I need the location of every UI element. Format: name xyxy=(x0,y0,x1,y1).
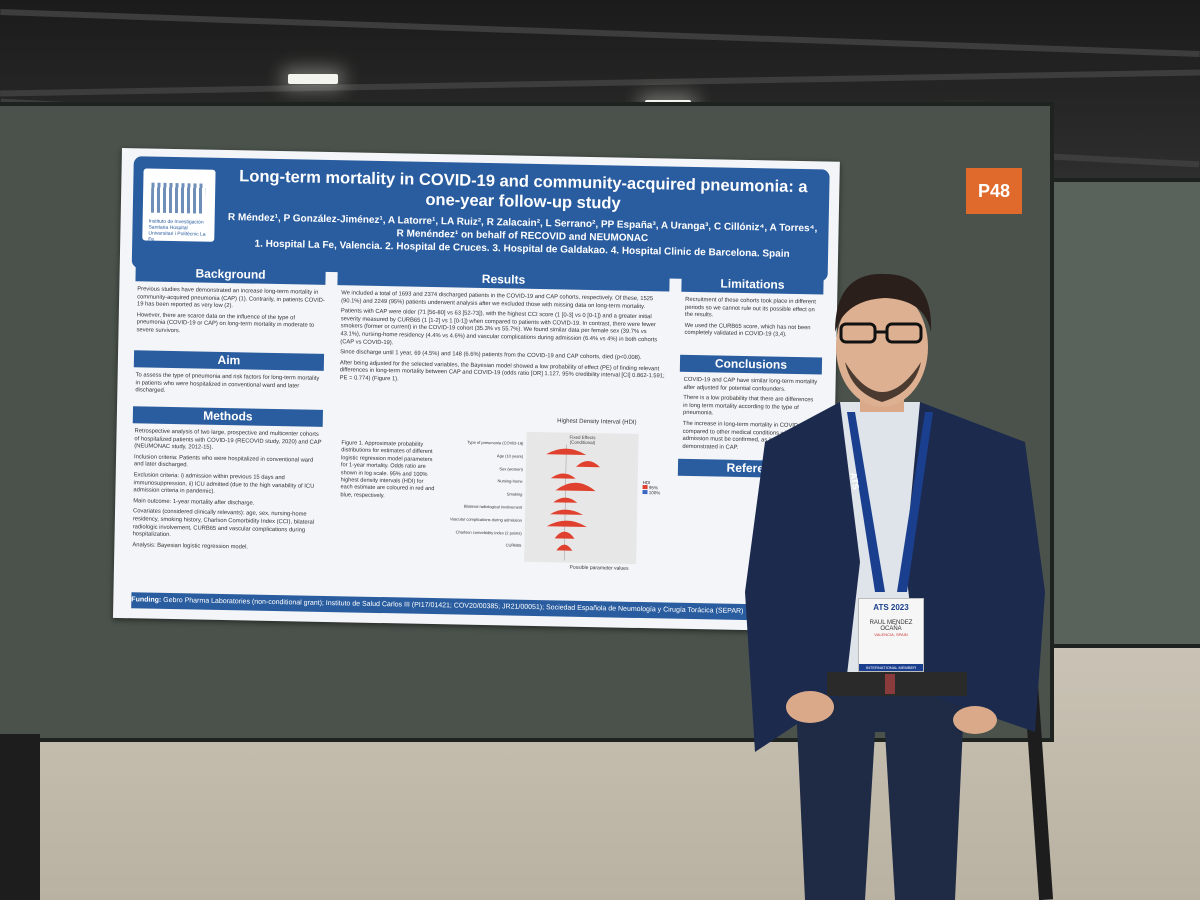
figure-title: Highest Density Interval (HDI) xyxy=(557,418,637,426)
funding-label: Funding: xyxy=(131,596,162,604)
density-curve xyxy=(553,497,578,503)
ceiling-light xyxy=(288,74,338,84)
name-badge: ATS 2023 RAUL MENDEZ OCAÑA VALENCIA, SPA… xyxy=(858,598,924,672)
section-background: Background xyxy=(135,264,326,285)
ceiling-beam xyxy=(0,9,1200,57)
methods-item: Exclusion criteria: i) admission within … xyxy=(133,472,315,496)
legend-item-100: 100% xyxy=(642,490,660,495)
hair xyxy=(835,273,932,332)
belt-loop xyxy=(885,674,895,694)
aim-text: To assess the type of pneumonia and risk… xyxy=(135,372,320,395)
jacket-right xyxy=(905,402,1045,732)
booth-number-tag: P48 xyxy=(966,168,1022,214)
jacket-left xyxy=(745,402,860,752)
density-curve xyxy=(546,448,587,455)
beard xyxy=(845,362,921,402)
figure-param-labels: Type of pneumonia (COVID-19) Age (10 yea… xyxy=(429,436,524,553)
methods-text: Retrospective analysis of two large, pro… xyxy=(132,428,322,556)
results-text: We included a total of 1693 and 2374 dis… xyxy=(339,290,667,392)
badge-type: INTERNATIONAL MEMBER xyxy=(859,664,923,671)
research-poster: Instituto de Investigación Sanitaria Hos… xyxy=(112,148,840,632)
density-curve xyxy=(546,520,587,527)
background-text: Previous studies have demonstrated an in… xyxy=(136,286,325,341)
lanyard-strap-left xyxy=(847,412,885,592)
logo-text: Instituto de Investigación Sanitaria Hos… xyxy=(148,218,206,243)
methods-item: Analysis: Bayesian logistic regression m… xyxy=(132,541,249,551)
density-curve xyxy=(556,544,573,551)
background-paragraph: However, there are scarce data on the in… xyxy=(136,312,315,335)
presenter-person xyxy=(745,273,1045,900)
belt xyxy=(827,672,967,696)
results-paragraph: Patients with CAP were older (71 [56-80]… xyxy=(340,308,658,346)
background-paragraph: Previous studies have demonstrated an in… xyxy=(136,286,325,310)
methods-item: Inclusion criteria: Patients who were ho… xyxy=(133,454,314,469)
methods-item: Covariates (considered clinically releva… xyxy=(132,508,315,539)
badge-name: RAUL MENDEZ OCAÑA xyxy=(869,620,913,632)
density-plot xyxy=(546,444,600,561)
density-curve xyxy=(554,531,575,539)
density-curve xyxy=(550,473,576,479)
poster-header: Instituto de Investigación Sanitaria Hos… xyxy=(131,156,830,282)
badge-org: VALENCIA, SPAIN xyxy=(874,632,908,637)
methods-item: Retrospective analysis of two large, pro… xyxy=(134,428,322,451)
face xyxy=(836,287,928,407)
section-aim: Aim xyxy=(133,350,325,371)
funding-text: Gebro Pharma Laboratories (non-condition… xyxy=(163,596,744,616)
board-leg xyxy=(0,734,40,900)
figure-x-label: Possible parameter values xyxy=(569,564,629,572)
figure-legend: HDI 95% 100% xyxy=(642,480,660,495)
density-curve xyxy=(555,482,596,492)
trousers xyxy=(795,682,965,900)
institute-logo: Instituto de Investigación Sanitaria Hos… xyxy=(142,168,216,243)
ceiling-beam xyxy=(0,69,1200,97)
legend-swatch-red xyxy=(642,485,648,490)
density-curve xyxy=(575,461,600,468)
figure-plot-area: Fixed Effects (Conditional) xyxy=(524,431,639,564)
figure-caption: Figure 1. Approximate probability distri… xyxy=(340,440,435,499)
results-paragraph: After being adjusted for the selected va… xyxy=(339,359,665,383)
methods-item: Main outcome: 1-year mortality after dis… xyxy=(133,498,255,507)
building-icon xyxy=(150,182,206,214)
badge-event: ATS 2023 xyxy=(873,603,909,612)
adjacent-board xyxy=(1050,178,1200,648)
funding-bar: Funding: Gebro Pharma Laboratories (non-… xyxy=(131,592,822,622)
right-hand xyxy=(953,706,997,734)
left-hand xyxy=(786,691,834,723)
section-methods: Methods xyxy=(132,406,324,427)
poster-title: Long-term mortality in COVID-19 and comm… xyxy=(239,167,808,213)
param-label: CURB65 xyxy=(505,542,522,549)
density-curve xyxy=(550,509,584,515)
hdi-figure: Highest Density Interval (HDI) Fixed Eff… xyxy=(450,418,682,576)
poster-authors: R Méndez¹, P González-Jiménez¹, A Latorr… xyxy=(224,211,821,261)
legend-swatch-blue xyxy=(642,490,648,495)
lanyard-strap-right xyxy=(897,412,933,592)
